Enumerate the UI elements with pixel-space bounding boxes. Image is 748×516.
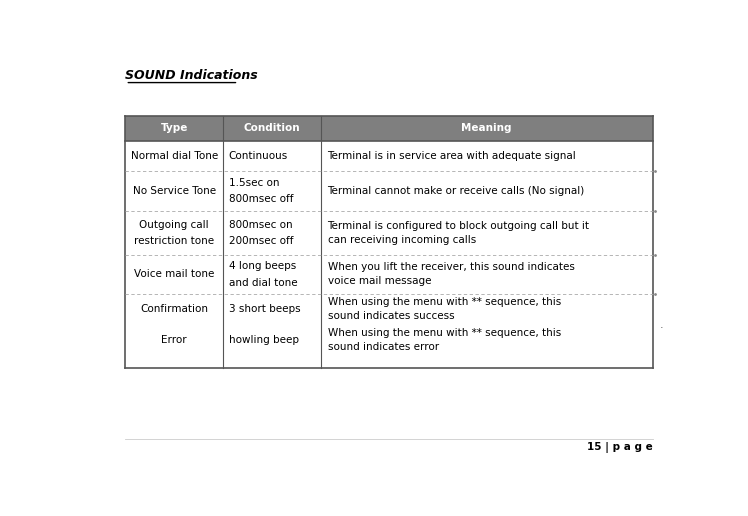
Text: SOUND Indications: SOUND Indications [126,69,258,82]
Text: .: . [660,320,663,330]
Text: Type: Type [161,123,188,134]
Text: 3 short beeps: 3 short beeps [229,304,301,314]
Text: Terminal cannot make or receive calls (No signal): Terminal cannot make or receive calls (N… [328,186,585,196]
Text: 800msec on
200msec off: 800msec on 200msec off [229,220,293,246]
Text: Terminal is configured to block outgoing call but it
can receiving incoming call: Terminal is configured to block outgoing… [328,221,589,245]
Text: Outgoing call
restriction tone: Outgoing call restriction tone [134,220,214,246]
Text: Normal dial Tone: Normal dial Tone [131,151,218,162]
Text: 1.5sec on
800msec off: 1.5sec on 800msec off [229,178,293,204]
Text: When using the menu with ** sequence, this
sound indicates success: When using the menu with ** sequence, th… [328,297,561,321]
Text: 4 long beeps
and dial tone: 4 long beeps and dial tone [229,261,298,288]
Text: howling beep: howling beep [229,335,298,345]
Text: Error: Error [162,335,187,345]
Text: Condition: Condition [243,123,300,134]
Text: No Service Tone: No Service Tone [132,186,215,196]
Text: Continuous: Continuous [229,151,288,162]
Bar [126,116,653,141]
Text: Meaning: Meaning [462,123,512,134]
Text: 15 | p a g e: 15 | p a g e [587,442,653,453]
Text: When you lift the receiver, this sound indicates
voice mail message: When you lift the receiver, this sound i… [328,263,574,286]
Text: Voice mail tone: Voice mail tone [134,269,215,280]
Text: Terminal is in service area with adequate signal: Terminal is in service area with adequat… [328,151,576,162]
Text: Confirmation: Confirmation [140,304,208,314]
Text: When using the menu with ** sequence, this
sound indicates error: When using the menu with ** sequence, th… [328,328,561,352]
